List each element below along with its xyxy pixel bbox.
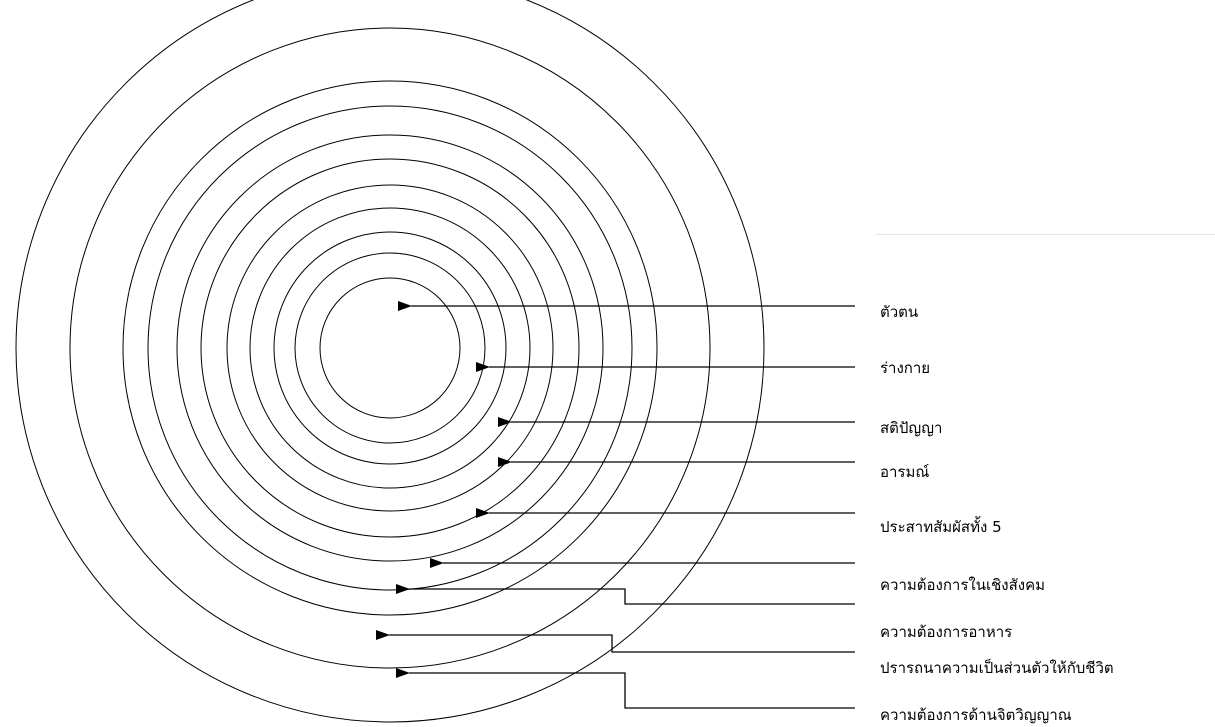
arrow-food-needs (376, 630, 855, 653)
label-senses: ประสาทสัมผัสทั้ง 5 (880, 516, 1002, 536)
ring-1-self (319, 277, 461, 419)
label-personal-space: ปรารถนาความเป็นส่วนตัวให้กับชีวิต (880, 658, 1114, 677)
label-emotion: อารมณ์ (880, 463, 929, 481)
layer-labels: ตัวตน ร่างกาย สติปัญญา อารมณ์ ประสาทสัมผ… (880, 303, 1114, 724)
label-intellect: สติปัญญา (880, 419, 942, 437)
ring-10 (69, 27, 711, 669)
label-spiritual-needs: ความต้องการด้านจิตวิญญาณ (880, 706, 1072, 724)
ring-3-intellect (273, 231, 507, 465)
ring-6 (200, 158, 580, 538)
ring-5-senses (226, 184, 554, 512)
ring-11-spiritual-needs (15, 0, 765, 723)
concentric-rings (15, 0, 765, 723)
ring-8-food-needs (147, 105, 633, 591)
pointer-arrows (376, 301, 855, 709)
label-social-needs: ความต้องการในเชิงสังคม (880, 576, 1045, 594)
ring-9-personal-space (122, 80, 658, 616)
arrow-personal-space (396, 668, 855, 709)
label-body: ร่างกาย (880, 359, 930, 377)
label-self: ตัวตน (880, 303, 918, 321)
divider-line (875, 234, 1215, 235)
ring-4-emotion (249, 207, 531, 489)
ring-2-body (294, 252, 486, 444)
ring-7-social-needs (176, 134, 604, 562)
arrow-social-needs (396, 584, 855, 605)
label-food-needs: ความต้องการอาหาร (880, 623, 1012, 641)
